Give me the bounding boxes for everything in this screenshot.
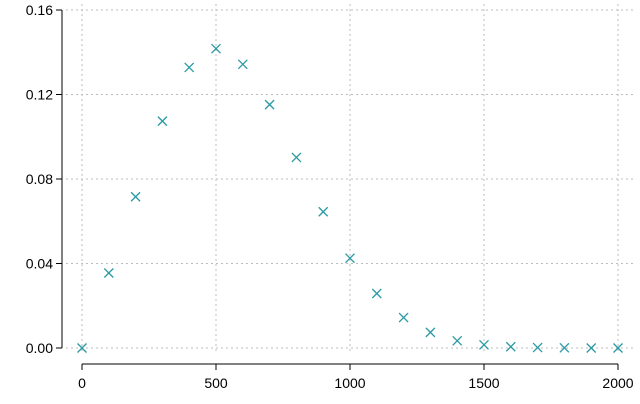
data-point — [586, 343, 597, 353]
data-point — [237, 59, 248, 70]
data-point — [398, 312, 409, 323]
data-point — [505, 341, 516, 352]
data-point — [452, 335, 463, 346]
data-point — [479, 339, 489, 350]
x-tick-label: 2000 — [602, 375, 633, 391]
tick-labels: 0.00 0.04 0.08 0.12 0.16 0 500 1000 1500 2000 — [26, 2, 634, 391]
data-point — [291, 152, 302, 163]
y-tick-label: 0.08 — [26, 171, 53, 187]
data-point — [184, 62, 195, 73]
y-tick-label: 0.12 — [26, 87, 53, 103]
data-point — [211, 43, 221, 54]
x-tick-label: 500 — [204, 375, 228, 391]
data-point — [345, 253, 355, 264]
grid-lines — [66, 4, 636, 354]
x-tick-label: 1000 — [334, 375, 365, 391]
data-point — [103, 268, 114, 278]
data-point — [264, 99, 275, 110]
data-point — [77, 343, 87, 353]
data-point — [613, 343, 623, 353]
y-tick-label: 0.04 — [26, 256, 53, 272]
data-point — [532, 342, 543, 353]
x-tick-label: 0 — [78, 375, 86, 391]
data-point — [157, 116, 168, 127]
axes — [56, 9, 619, 370]
data-point — [318, 206, 329, 217]
data-point — [130, 191, 141, 202]
data-point — [425, 327, 436, 338]
x-tick-label: 1500 — [468, 375, 499, 391]
data-points — [77, 43, 623, 353]
y-tick-label: 0.16 — [26, 2, 53, 18]
data-point — [559, 342, 570, 353]
data-point — [371, 288, 382, 299]
y-tick-label: 0.00 — [26, 340, 53, 356]
